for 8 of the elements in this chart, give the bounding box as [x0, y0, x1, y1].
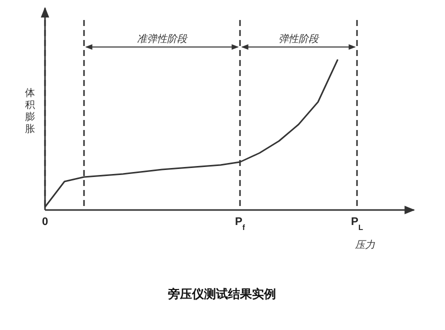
x-tick-label: P$_{L}$: [350, 216, 364, 232]
text: 弹性阶段: [278, 33, 320, 45]
x-axis-title: 压力: [355, 239, 375, 251]
x-tick-label: P$_{f}$: [235, 216, 246, 232]
y-axis-title: 体积膨胀: [25, 87, 35, 135]
text: 旁压仪测试结果实例: [168, 287, 276, 301]
text: 准弹性阶段: [137, 33, 188, 45]
x-tick-label: 0: [42, 216, 48, 228]
